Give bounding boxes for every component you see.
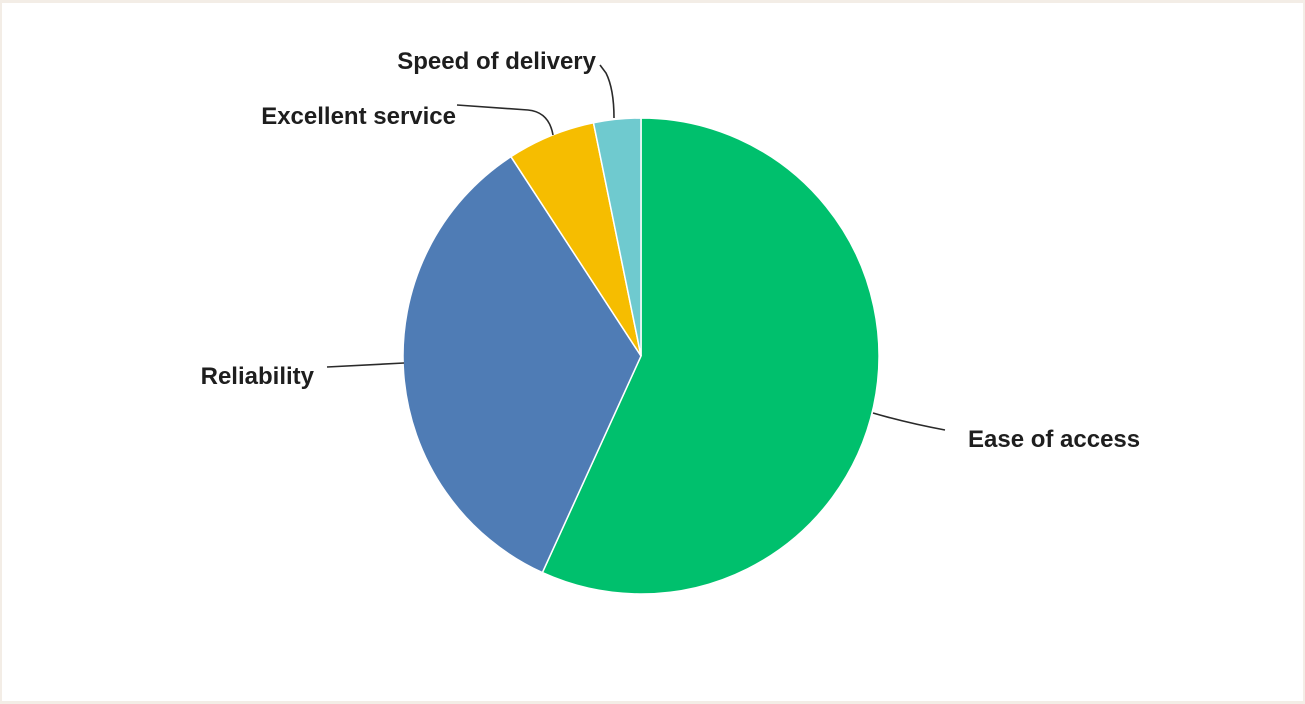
- leader-speed-of-delivery: [599, 64, 615, 119]
- slice-labels: Ease of access Reliability Excellent ser…: [201, 48, 1141, 453]
- slice-speed-of-delivery: [592, 117, 642, 357]
- leader-lines: [326, 64, 946, 431]
- leader-ease-of-access: [872, 412, 946, 431]
- label-reliability: Reliability: [201, 363, 315, 390]
- leader-reliability: [326, 362, 405, 368]
- chart-frame: Ease of access Reliability Excellent ser…: [2, 3, 1303, 701]
- pie-slices: [402, 117, 880, 595]
- label-speed-of-delivery: Speed of delivery: [397, 48, 596, 75]
- leader-excellent-service: [456, 104, 554, 136]
- slice-reliability: [402, 155, 642, 574]
- label-excellent-service: Excellent service: [261, 103, 456, 130]
- label-ease-of-access: Ease of access: [968, 426, 1140, 453]
- pie-chart: Ease of access Reliability Excellent ser…: [201, 48, 1141, 595]
- slice-ease-of-access: [541, 117, 880, 595]
